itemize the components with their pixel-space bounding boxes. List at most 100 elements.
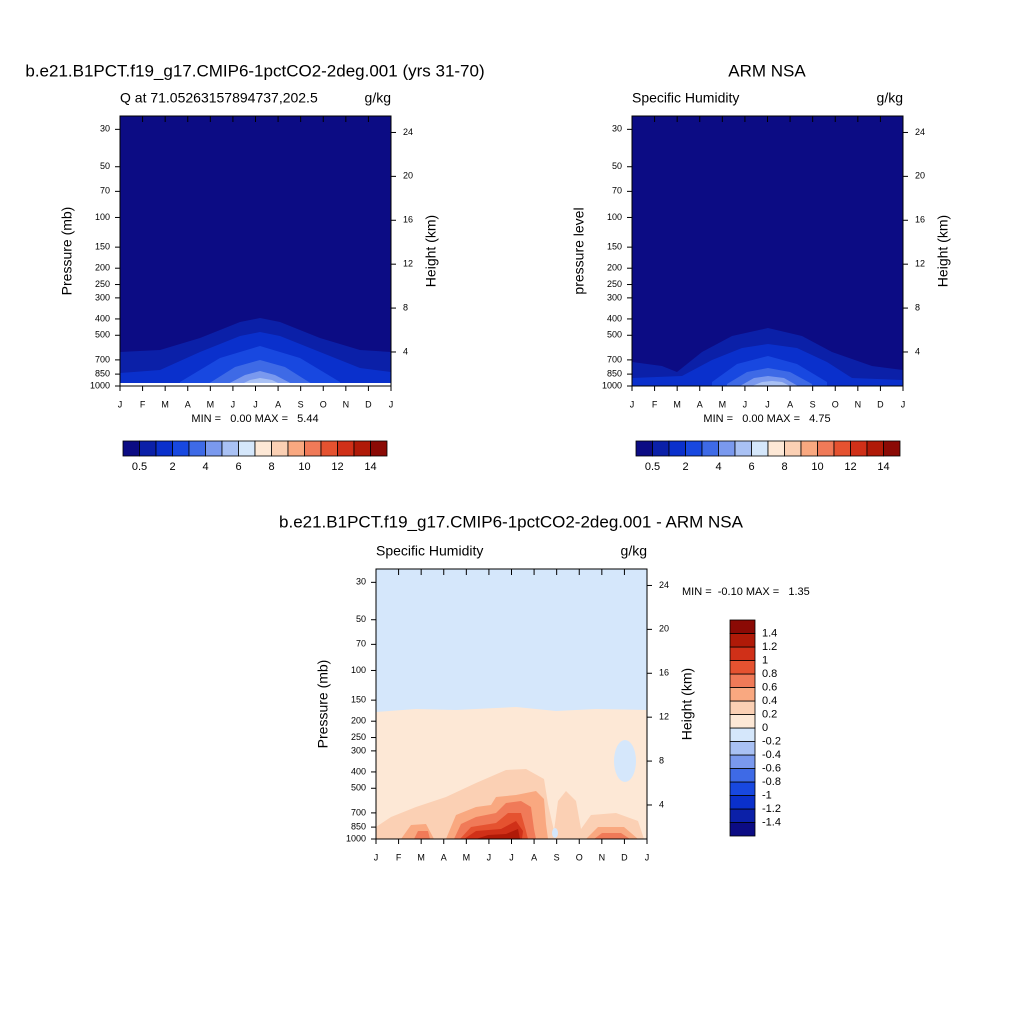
stats-label: MIN = -0.10 MAX = 1.35 (682, 586, 810, 598)
colorbar-label: 0.4 (762, 695, 777, 707)
x-tick-label: A (787, 399, 793, 409)
y-tick-label: 700 (95, 354, 110, 364)
contour-field (632, 116, 903, 386)
colorbar-box (221, 440, 239, 457)
y-tick-label: 30 (100, 124, 110, 134)
y2-axis-label: Height (km) (935, 215, 951, 287)
colorbar-label: -1 (762, 789, 772, 801)
x-tick-label: M (161, 399, 169, 409)
x-tick-label: J (389, 399, 394, 409)
colorbar-box (729, 822, 756, 837)
colorbar-box (304, 440, 322, 457)
colorbar-box (729, 619, 756, 634)
y-tick-label: 70 (612, 186, 622, 196)
y-axis-label: Pressure (mb) (59, 207, 75, 296)
x-tick-label: J (118, 399, 123, 409)
x-tick-label: J (253, 399, 258, 409)
y-tick-label: 100 (351, 665, 366, 675)
colorbar-box (729, 673, 756, 688)
y-tick-label: 1000 (346, 833, 366, 843)
colorbar-box (767, 440, 785, 457)
x-tick-label: D (877, 399, 884, 409)
colorbar-label: -0.2 (762, 735, 781, 747)
colorbar-label: 8 (268, 461, 274, 473)
y-tick-label: 850 (95, 368, 110, 378)
colorbar-box (254, 440, 272, 457)
colorbar-box (883, 440, 901, 457)
chart-title: b.e21.B1PCT.f19_g17.CMIP6-1pctCO2-2deg.0… (25, 61, 484, 80)
x-tick-label: M (207, 399, 215, 409)
y2-tick-label: 4 (915, 346, 920, 356)
y2-axis-label: Height (km) (679, 668, 695, 740)
colorbar-box (353, 440, 371, 457)
colorbar-box (635, 440, 653, 457)
colorbar-label: 1 (762, 654, 768, 666)
stats-label: MIN = 0.00 MAX = 4.75 (703, 413, 830, 425)
colorbar-box (337, 440, 355, 457)
y-tick-label: 250 (95, 279, 110, 289)
colorbar-box (850, 440, 868, 457)
stats-label: MIN = 0.00 MAX = 5.44 (191, 413, 318, 425)
x-tick-label: J (487, 852, 492, 862)
colorbar-box (205, 440, 223, 457)
colorbar-box (155, 440, 173, 457)
x-tick-label: J (645, 852, 650, 862)
colorbar-label: -0.4 (762, 749, 781, 761)
y-tick-label: 400 (607, 313, 622, 323)
colorbar-label: 4 (715, 461, 721, 473)
colorbar-label: 12 (331, 461, 343, 473)
y2-tick-label: 16 (659, 668, 669, 678)
colorbar-box (734, 440, 752, 457)
colorbar-box (701, 440, 719, 457)
y2-tick-label: 16 (915, 215, 925, 225)
colorbar-box (729, 633, 756, 648)
colorbar-label: 6 (748, 461, 754, 473)
x-tick-label: F (652, 399, 658, 409)
y-tick-label: 300 (351, 745, 366, 755)
x-tick-label: A (185, 399, 191, 409)
colorbar-label: 14 (877, 461, 889, 473)
x-tick-label: J (630, 399, 635, 409)
y2-tick-label: 20 (915, 171, 925, 181)
y-tick-label: 150 (607, 242, 622, 252)
colorbar-box (729, 754, 756, 769)
x-tick-label: N (343, 399, 350, 409)
colorbar-label: 10 (811, 461, 823, 473)
y2-tick-label: 8 (659, 755, 664, 765)
y-tick-label: 250 (351, 732, 366, 742)
y2-tick-label: 24 (403, 127, 413, 137)
x-tick-label: M (463, 852, 471, 862)
y-tick-label: 200 (607, 263, 622, 273)
colorbar-box (320, 440, 338, 457)
y2-tick-label: 8 (403, 302, 408, 312)
y-tick-label: 70 (356, 639, 366, 649)
y-tick-label: 70 (100, 186, 110, 196)
colorbar-box (729, 714, 756, 729)
x-tick-label: F (396, 852, 402, 862)
colorbar-box (729, 741, 756, 756)
y2-tick-label: 8 (915, 302, 920, 312)
right-string: g/kg (877, 90, 903, 106)
colorbar-box (729, 795, 756, 810)
colorbar-label: 14 (364, 461, 376, 473)
right-string: g/kg (621, 543, 647, 559)
colorbar-box (172, 440, 190, 457)
chart-title: b.e21.B1PCT.f19_g17.CMIP6-1pctCO2-2deg.0… (279, 512, 744, 531)
contour-field (120, 116, 391, 386)
colorbar-box (729, 781, 756, 796)
colorbar-label: 2 (682, 461, 688, 473)
x-tick-label: J (765, 399, 770, 409)
y-tick-label: 50 (100, 161, 110, 171)
colorbar-label: 6 (235, 461, 241, 473)
colorbar-box (685, 440, 703, 457)
colorbar-label: 0.6 (762, 681, 777, 693)
x-tick-label: J (901, 399, 906, 409)
y-tick-label: 850 (351, 821, 366, 831)
y-tick-label: 100 (95, 212, 110, 222)
contour-fill (752, 381, 790, 386)
colorbar-box (718, 440, 736, 457)
colorbar-box (652, 440, 670, 457)
colorbar-box (729, 646, 756, 661)
colorbar-box (729, 700, 756, 715)
